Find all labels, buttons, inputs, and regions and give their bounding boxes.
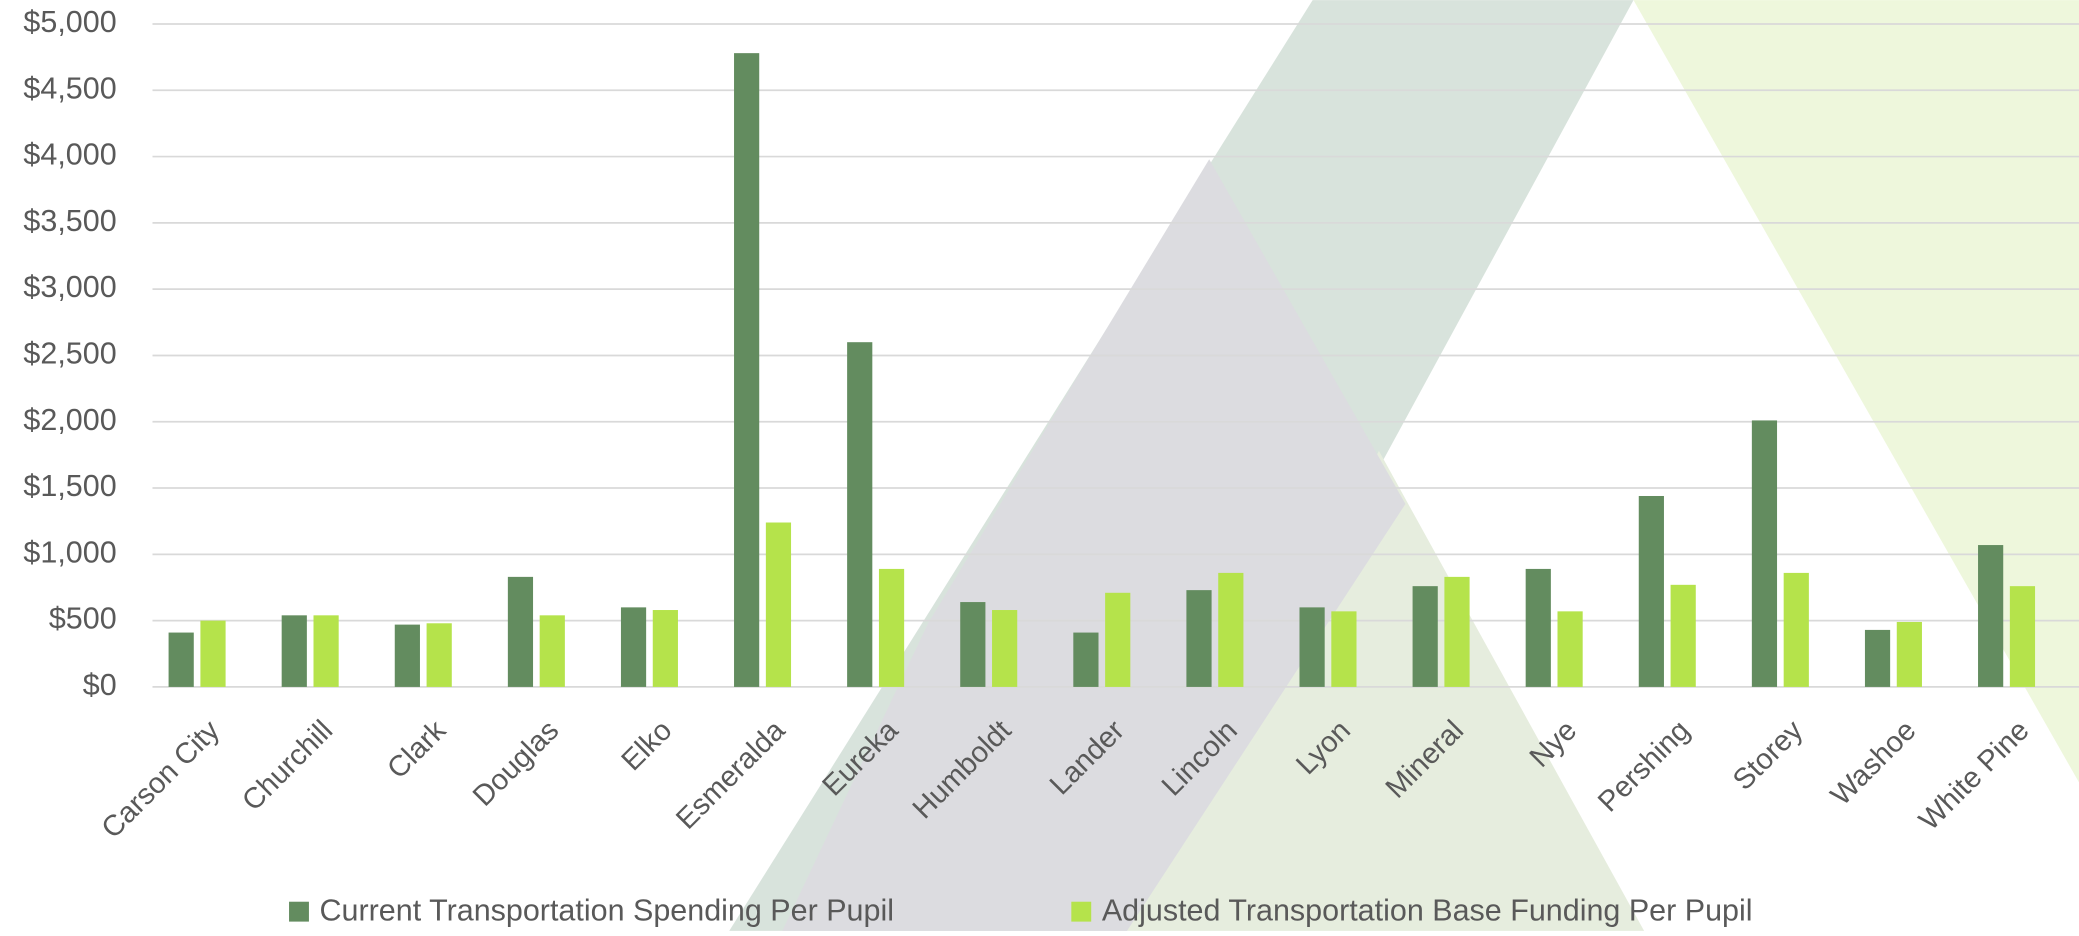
y-tick-label: $4,000 — [23, 138, 116, 172]
bar — [847, 342, 872, 687]
bar — [1897, 622, 1922, 687]
bar — [427, 623, 452, 687]
y-tick-label: $3,000 — [23, 270, 116, 304]
legend-label: Current Transportation Spending Per Pupi… — [320, 893, 894, 927]
bar — [1526, 569, 1551, 687]
bar — [1218, 573, 1243, 687]
bar — [1978, 545, 2003, 687]
bar — [508, 577, 533, 687]
y-tick-label: $5,000 — [23, 5, 116, 39]
bar — [653, 610, 678, 687]
x-tick-label: White Pine — [1913, 714, 2035, 836]
bar — [621, 607, 646, 687]
bar — [200, 621, 225, 687]
bar — [1105, 593, 1130, 687]
bar — [1299, 607, 1324, 687]
bar — [2010, 586, 2035, 687]
legend-swatch — [289, 902, 309, 922]
y-tick-label: $1,000 — [23, 535, 116, 569]
bar — [960, 602, 985, 687]
bar — [1752, 420, 1777, 687]
x-tick-label: Douglas — [467, 714, 565, 812]
bar — [734, 53, 759, 687]
bar — [1073, 633, 1098, 687]
y-tick-label: $0 — [83, 668, 117, 702]
bar — [1671, 585, 1696, 687]
bar — [1639, 496, 1664, 687]
bar — [1331, 611, 1356, 687]
x-tick-label: Elko — [616, 714, 679, 777]
bar — [1784, 573, 1809, 687]
x-tick-label: Carson City — [96, 714, 227, 845]
bar — [1444, 577, 1469, 687]
bar — [169, 633, 194, 687]
y-tick-label: $2,500 — [23, 336, 116, 370]
legend-label: Adjusted Transportation Base Funding Per… — [1102, 893, 1753, 927]
y-tick-label: $3,500 — [23, 204, 116, 238]
x-tick-label: Pershing — [1592, 714, 1696, 818]
bar — [282, 615, 307, 687]
y-tick-label: $4,500 — [23, 71, 116, 105]
bar — [313, 615, 338, 687]
bar — [540, 615, 565, 687]
y-tick-label: $2,000 — [23, 403, 116, 437]
bar — [766, 523, 791, 687]
legend-swatch — [1071, 902, 1091, 922]
y-tick-label: $1,500 — [23, 469, 116, 503]
bar — [992, 610, 1017, 687]
bar — [1186, 590, 1211, 687]
y-tick-label: $500 — [49, 602, 117, 636]
bar — [879, 569, 904, 687]
bar — [1557, 611, 1582, 687]
x-tick-label: Storey — [1727, 714, 1810, 797]
x-tick-label: Churchill — [236, 714, 339, 817]
x-tick-label: Clark — [381, 714, 452, 785]
x-tick-label: Washoe — [1825, 714, 1923, 812]
bar — [395, 625, 420, 687]
bar — [1865, 630, 1890, 687]
x-tick-label: Esmeralda — [670, 714, 792, 836]
bar — [1413, 586, 1438, 687]
